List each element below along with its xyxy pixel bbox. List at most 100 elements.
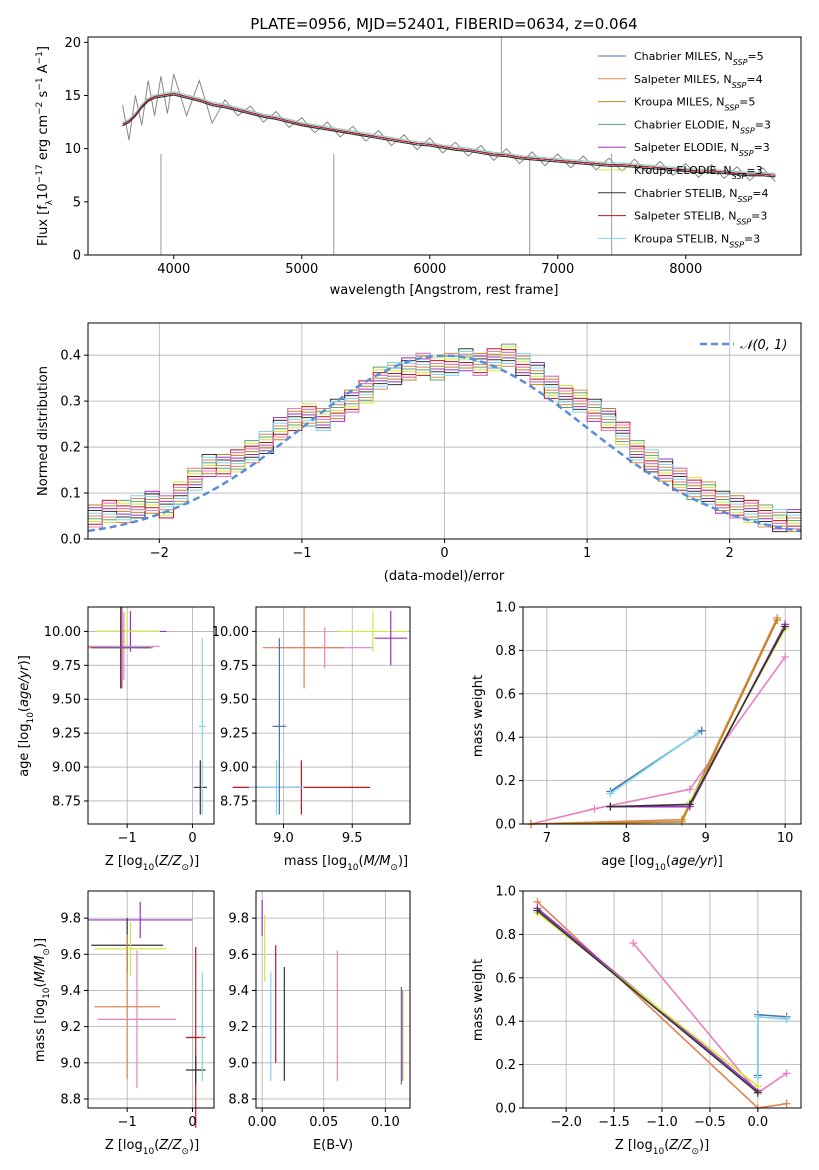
x-tick-label: 10 [777,831,794,846]
x-tick-label: −1 [118,831,137,846]
legend-label: Salpeter STELIB, NSSP=3 [634,210,767,227]
y-tick-label: 0.6 [495,687,516,702]
y-tick-label: 9.75 [52,659,81,674]
weight-age-panel: 7 8 9 10 0.0 0.2 0.4 0.6 0.8 1.0 age [log10(age/y… [471,601,802,873]
x-tick-label: −1.0 [646,1115,678,1130]
x-tick-label: 0.00 [248,1115,277,1130]
legend-post: =4 [746,73,762,86]
weight-z-ylabel: mass weight [471,959,486,1041]
mass-weight-line [610,626,786,808]
y-tick-label: 8.8 [60,1092,81,1107]
legend-subscript: SSP [739,149,754,158]
mass-weight-line [530,656,786,825]
legend-label: Kroupa ELODIE, NSSP=3 [634,164,763,181]
legend-label: Kroupa STELIB, NSSP=3 [634,232,760,249]
y-tick-label: 5 [73,195,81,210]
legend-post: =3 [744,232,760,245]
mass-weight-line [609,732,699,795]
y-tick-label: 9.8 [228,912,249,927]
x-tick-label: 0 [188,831,196,846]
mass-weight-line [757,1015,787,1078]
legend-subscript: SSP [724,103,739,112]
legend-subscript: SSP [732,80,747,89]
y-tick-label: 9.0 [228,1056,249,1071]
y-tick-label: 8.8 [228,1092,249,1107]
y-tick-label: 0.3 [60,395,81,410]
legend-label: Salpeter MILES, NSSP=4 [634,73,763,90]
x-tick-label: 1 [583,546,591,561]
mass-ebv-xlabel: E(B-V) [313,1138,353,1153]
age-z-frame [87,606,215,825]
spectrum-xlabel: wavelength [Angstrom, rest frame] [330,283,559,298]
x-tick-label: 5000 [285,262,318,277]
x-tick-label: 9.5 [342,831,363,846]
y-tick-label: 9.25 [52,727,81,742]
weight-age-frame [522,606,802,825]
x-tick-label: 4000 [157,262,190,277]
age-mass-frame [255,606,411,825]
y-tick-label: 8.75 [220,794,249,809]
y-tick-label: 8.75 [52,794,81,809]
weight-z-xlabel: Z [log10(Z/Z⊙)] [615,1138,709,1157]
weight-age-ylabel: mass weight [471,675,486,757]
mass-weight-line [530,617,778,825]
x-tick-label: 0.05 [309,1115,338,1130]
y-tick-label: 9.25 [220,727,249,742]
y-tick-label: 9.6 [228,948,249,963]
age-z-panel: −1 0 8.75 9.00 9.25 9.50 9.75 10.00 Z [log10(Z/… [17,606,215,873]
legend-subscript: SSP [732,172,747,181]
gaussian-legend-label: 𝒩(0, 1) [740,338,787,353]
y-tick-label: 0.2 [60,441,81,456]
y-tick-label: 0.4 [495,1015,516,1030]
legend-label: Salpeter ELODIE, NSSP=3 [634,141,770,158]
age-mass-panel: 9.0 9.5 8.75 9.00 9.25 9.50 9.75 10.00 mass [lo… [212,606,411,873]
y-tick-label: 9.0 [60,1056,81,1071]
residual-histogram [88,346,801,524]
residual-histogram [88,350,801,525]
x-tick-label: −1.5 [598,1115,630,1130]
model-spectrum-line [122,92,776,176]
y-tick-label: 15 [64,89,81,104]
spectrum-title: PLATE=0956, MJD=52401, FIBERID=0634, z=0… [250,15,637,33]
legend-subscript: SSP [738,194,753,203]
legend-subscript: SSP [729,240,744,249]
y-tick-label: 20 [64,36,81,51]
y-tick-label: 9.00 [220,761,249,776]
x-tick-label: −1 [118,1115,137,1130]
y-tick-label: 0 [73,249,81,264]
x-tick-label: 8000 [669,262,702,277]
legend-label: Chabrier STELIB, NSSP=4 [634,187,768,204]
mass-z-xlabel: Z [log10(Z/Z⊙)] [105,1138,199,1157]
legend-post: =5 [739,96,755,109]
x-tick-label: 0 [188,1115,196,1130]
x-tick-label: 6000 [413,262,446,277]
y-tick-label: 9.4 [228,984,249,999]
y-tick-label: 0.8 [495,644,516,659]
spectrum-panel: PLATE=0956, MJD=52401, FIBERID=0634, z=0… [35,15,802,298]
residual-legend: 𝒩(0, 1) [700,338,787,353]
legend-subscript: SSP [740,126,755,135]
y-tick-label: 0.2 [495,774,516,789]
legend-post: =4 [752,187,768,200]
legend-post: =3 [755,118,771,131]
x-tick-label: 9.0 [273,831,294,846]
legend-subscript: SSP [733,58,748,67]
legend-subscript: SSP [736,217,751,226]
legend-label: Chabrier ELODIE, NSSP=3 [634,118,771,135]
x-tick-label: 7000 [541,262,574,277]
x-tick-label: −2 [150,546,169,561]
mass-weight-line [757,1013,787,1076]
legend-post: =3 [746,164,762,177]
y-tick-label: 0.0 [495,818,516,833]
x-tick-label: −2.0 [550,1115,582,1130]
x-tick-label: 0.10 [371,1115,400,1130]
weight-age-xlabel: age [log10(age/yr)] [601,854,723,873]
y-tick-label: 0.0 [495,1102,516,1117]
age-z-ylabel: age [log10(age/yr)] [17,655,36,777]
residual-histogram [88,348,801,533]
mass-ebv-frame [255,890,411,1109]
x-tick-label: −0.5 [694,1115,726,1130]
spectrum-ylabel: Flux [fλ10−17 erg cm−2 s−1 A−1] [35,46,55,246]
x-tick-label: −1 [292,546,311,561]
mass-z-frame [87,890,215,1109]
